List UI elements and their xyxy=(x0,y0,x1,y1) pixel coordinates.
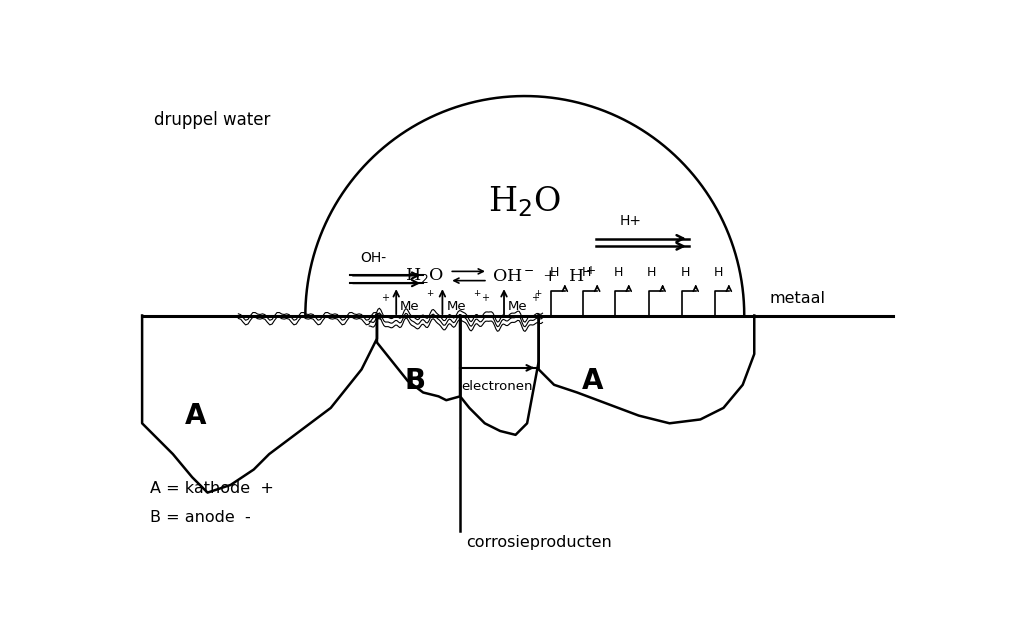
Text: $^+$: $^+$ xyxy=(534,290,544,303)
Text: $^+$: $^+$ xyxy=(479,293,490,307)
Text: A = kathode  +: A = kathode + xyxy=(150,481,273,496)
Text: H: H xyxy=(647,266,656,278)
Text: Me: Me xyxy=(508,300,527,313)
Text: metaal: metaal xyxy=(770,291,825,306)
Text: H: H xyxy=(613,266,623,278)
Text: H: H xyxy=(680,266,689,278)
Text: B = anode  -: B = anode - xyxy=(150,509,251,525)
Text: $^+$: $^+$ xyxy=(425,290,435,303)
Text: H: H xyxy=(714,266,723,278)
Text: $^+$: $^+$ xyxy=(472,290,482,303)
Text: OH$^-$ +  H$^+$: OH$^-$ + H$^+$ xyxy=(493,266,597,285)
Text: $^+$: $^+$ xyxy=(529,293,541,307)
Text: electronen: electronen xyxy=(462,380,534,393)
Text: H$_2$O: H$_2$O xyxy=(406,266,444,285)
Text: A: A xyxy=(185,402,207,429)
Text: corrosieproducten: corrosieproducten xyxy=(466,535,612,550)
Text: druppel water: druppel water xyxy=(154,111,270,129)
Text: OH-: OH- xyxy=(360,252,386,266)
Text: H: H xyxy=(582,266,591,278)
Text: H$_2$O: H$_2$O xyxy=(488,184,561,219)
Text: H+: H+ xyxy=(621,214,642,228)
Text: Me: Me xyxy=(400,300,420,313)
Text: A: A xyxy=(582,367,603,395)
Text: Me: Me xyxy=(446,300,466,313)
Text: B: B xyxy=(404,367,426,395)
Text: H: H xyxy=(549,266,559,278)
Text: $^+$: $^+$ xyxy=(379,293,390,307)
